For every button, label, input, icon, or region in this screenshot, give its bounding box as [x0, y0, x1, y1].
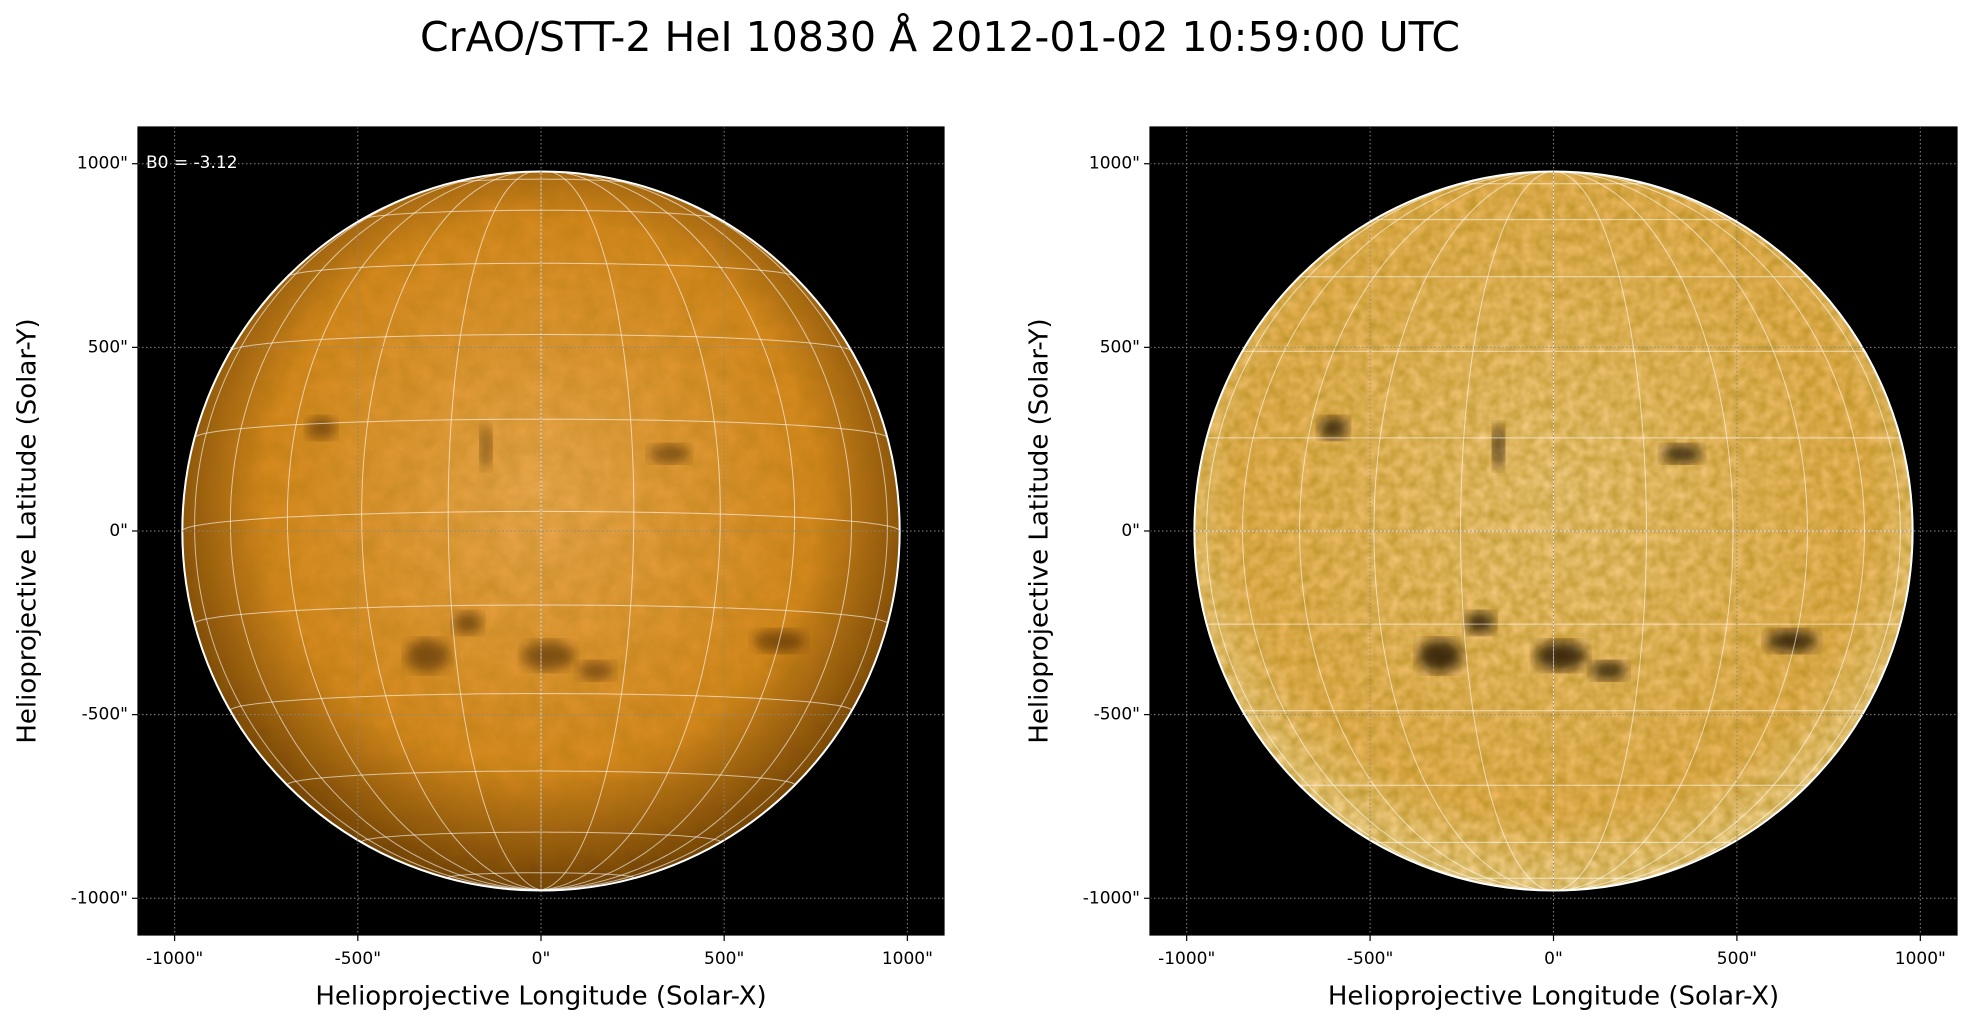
heliographic-parallel	[362, 209, 720, 220]
heliographic-meridian	[361, 172, 542, 890]
y-axis-label: Helioprojective Latitude (Solar-Y)	[1025, 318, 1055, 743]
y-tick-label: 0"	[1121, 521, 1140, 541]
dark-feature	[1766, 630, 1818, 653]
dark-feature	[306, 417, 336, 440]
heliographic-meridian	[194, 178, 542, 890]
y-tick-label: -500"	[82, 705, 128, 725]
x-tick-label: -1000"	[146, 949, 203, 969]
axes-frame	[137, 126, 945, 936]
heliographic-parallel	[230, 334, 852, 352]
y-tick-label: 0"	[109, 521, 128, 541]
y-tick-label: -1000"	[71, 888, 128, 908]
heliographic-parallel	[229, 693, 853, 711]
axes-frame	[1149, 126, 1958, 936]
y-tick-label: -1000"	[1083, 888, 1140, 908]
heliographic-meridian	[447, 172, 542, 890]
x-tick-label: 0"	[532, 949, 551, 969]
heliographic-meridian	[540, 172, 721, 890]
x-axis-label: Helioprojective Longitude (Solar-X)	[315, 982, 766, 1012]
dark-feature	[1535, 641, 1587, 671]
y-tick-label: 500"	[1100, 337, 1140, 357]
x-tick-label: -1000"	[1158, 949, 1215, 969]
heliographic-meridian	[229, 173, 542, 890]
dark-feature	[405, 639, 450, 673]
dark-feature	[1465, 611, 1495, 634]
heliographic-meridian	[540, 172, 635, 890]
x-tick-label: 0"	[1544, 949, 1563, 969]
dark-feature	[1661, 444, 1703, 464]
y-tick-label: 500"	[88, 337, 128, 357]
y-axis-label: Helioprojective Latitude (Solar-Y)	[13, 318, 43, 743]
dark-feature	[522, 641, 574, 671]
annotation: B0 = -3.12	[146, 153, 238, 173]
x-tick-label: 1000"	[882, 949, 933, 969]
x-axis-label: Helioprojective Longitude (Solar-X)	[1328, 982, 1779, 1012]
dark-feature	[480, 424, 492, 469]
heliographic-meridian	[540, 178, 888, 890]
x-tick-label: -500"	[335, 949, 381, 969]
heliographic-parallel	[447, 872, 635, 880]
x-tick-label: 500"	[704, 949, 744, 969]
heliographic-meridian	[286, 172, 542, 890]
dark-feature	[1590, 661, 1627, 680]
dark-feature	[453, 611, 483, 634]
y-tick-label: -500"	[1094, 705, 1140, 725]
dark-feature	[577, 661, 615, 680]
dark-feature	[649, 444, 690, 464]
y-tick-label: 1000"	[77, 154, 128, 174]
dark-feature	[1492, 424, 1504, 469]
y-tick-label: 1000"	[1089, 154, 1140, 174]
dark-feature	[1318, 417, 1349, 440]
figure-title: CrAO/STT-2 HeI 10830 Å 2012-01-02 10:59:…	[420, 13, 1460, 61]
dark-feature	[1417, 639, 1462, 673]
x-tick-label: 500"	[1717, 949, 1757, 969]
heliographic-parallel	[194, 604, 888, 625]
heliographic-meridian	[540, 173, 853, 890]
heliographic-meridian	[540, 172, 796, 890]
x-tick-label: -500"	[1347, 949, 1393, 969]
x-tick-label: 1000"	[1895, 949, 1946, 969]
